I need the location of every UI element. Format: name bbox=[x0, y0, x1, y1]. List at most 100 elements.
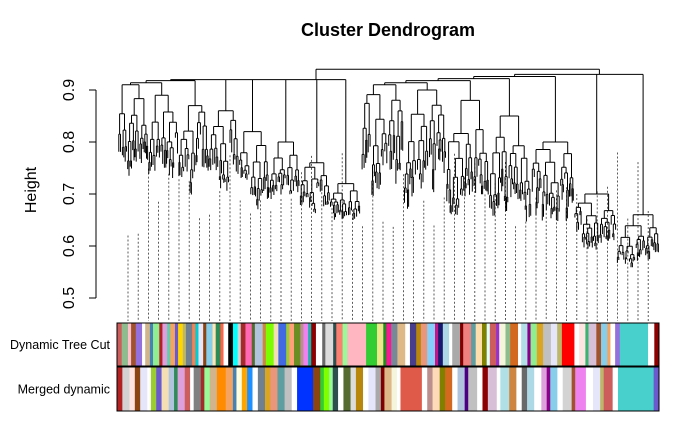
color-segment bbox=[212, 323, 217, 366]
color-segment bbox=[121, 323, 129, 366]
color-segment bbox=[206, 323, 213, 366]
color-segment bbox=[129, 367, 136, 411]
color-segment bbox=[499, 323, 506, 366]
color-segment bbox=[421, 367, 428, 411]
color-segment bbox=[190, 367, 195, 411]
color-segment bbox=[193, 367, 202, 411]
color-segment bbox=[286, 323, 290, 366]
color-segment bbox=[463, 323, 472, 366]
color-segment bbox=[329, 367, 334, 411]
color-segment bbox=[615, 323, 621, 366]
color-segment bbox=[550, 367, 558, 411]
color-segment bbox=[607, 323, 611, 366]
color-segment bbox=[518, 323, 522, 366]
color-segment bbox=[432, 367, 441, 411]
color-segment bbox=[322, 323, 326, 366]
color-segment bbox=[557, 323, 563, 366]
color-segment bbox=[619, 323, 649, 366]
color-segment bbox=[546, 367, 551, 411]
color-segment bbox=[135, 323, 143, 366]
y-tick-label: 0.7 bbox=[61, 183, 78, 205]
color-row-label: Merged dynamic bbox=[18, 383, 110, 397]
color-segment bbox=[449, 323, 453, 366]
color-segment bbox=[509, 367, 517, 411]
color-segment bbox=[277, 367, 285, 411]
color-segment bbox=[391, 367, 398, 411]
color-segment bbox=[200, 367, 205, 411]
color-segment bbox=[477, 367, 483, 411]
color-segment bbox=[510, 323, 519, 366]
color-segment bbox=[471, 323, 477, 366]
color-segment bbox=[185, 323, 193, 366]
color-segment bbox=[315, 323, 323, 366]
color-segment bbox=[442, 323, 450, 366]
dendrogram-branches bbox=[118, 68, 659, 268]
color-segment bbox=[167, 323, 171, 366]
y-tick-label: 0.6 bbox=[61, 235, 78, 257]
color-segment bbox=[521, 323, 528, 366]
color-segment bbox=[147, 367, 152, 411]
color-segment bbox=[427, 323, 436, 366]
color-segment bbox=[232, 323, 239, 366]
color-row-border bbox=[116, 366, 660, 412]
color-segment bbox=[516, 367, 523, 411]
color-segment bbox=[174, 367, 179, 411]
color-segment bbox=[297, 367, 314, 411]
color-segment bbox=[612, 367, 619, 411]
color-segment bbox=[355, 367, 364, 411]
color-segment bbox=[325, 323, 334, 366]
color-segment bbox=[223, 323, 229, 366]
color-segment bbox=[482, 367, 489, 411]
color-segment bbox=[427, 367, 433, 411]
dendrogram-tree bbox=[118, 68, 659, 268]
y-tick-label: 0.5 bbox=[61, 287, 78, 309]
color-segment bbox=[333, 323, 337, 366]
color-segment bbox=[153, 323, 160, 366]
color-segment bbox=[416, 323, 422, 366]
color-segment bbox=[216, 367, 227, 411]
color-segment bbox=[460, 323, 464, 366]
color-segment bbox=[117, 367, 123, 411]
color-segment bbox=[489, 323, 497, 366]
color-segment bbox=[400, 367, 423, 411]
color-segment bbox=[481, 323, 488, 366]
color-segment bbox=[391, 323, 398, 366]
color-segment bbox=[527, 323, 531, 366]
color-segment bbox=[571, 367, 576, 411]
color-segment bbox=[308, 323, 312, 366]
color-segment bbox=[184, 367, 191, 411]
color-segment bbox=[278, 323, 287, 366]
color-segment bbox=[600, 367, 605, 411]
color-segment bbox=[262, 323, 267, 366]
color-segment bbox=[168, 367, 175, 411]
color-segment bbox=[588, 323, 597, 366]
color-segment bbox=[500, 367, 510, 411]
color-segment bbox=[562, 367, 573, 411]
y-axis-label: Height bbox=[23, 166, 40, 213]
color-segment bbox=[593, 367, 601, 411]
color-segment bbox=[397, 323, 406, 366]
color-segment bbox=[585, 323, 589, 366]
color-segment bbox=[653, 367, 660, 411]
color-segment bbox=[527, 367, 535, 411]
color-segment bbox=[557, 367, 564, 411]
color-segment bbox=[487, 367, 498, 411]
color-segment bbox=[452, 367, 458, 411]
color-segment bbox=[579, 323, 586, 366]
leaf-connector-lines bbox=[127, 152, 649, 321]
color-segment bbox=[561, 323, 575, 366]
color-segment bbox=[409, 323, 417, 366]
color-segment bbox=[131, 323, 137, 366]
color-segment bbox=[182, 323, 187, 366]
color-segment bbox=[150, 367, 157, 411]
color-segment bbox=[284, 367, 293, 411]
color-segment bbox=[377, 323, 384, 366]
color-segment bbox=[550, 323, 558, 366]
color-segment bbox=[273, 323, 279, 366]
color-segment bbox=[585, 367, 594, 411]
color-segment bbox=[170, 323, 176, 366]
color-segment bbox=[347, 323, 367, 366]
color-segment bbox=[541, 367, 548, 411]
color-segment bbox=[149, 323, 154, 366]
color-segment bbox=[363, 367, 369, 411]
